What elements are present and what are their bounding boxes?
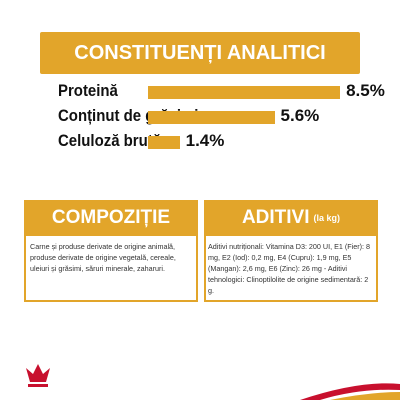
nutrient-bar xyxy=(148,111,275,124)
nutrient-name: Celuloză brută xyxy=(58,131,162,150)
nutrient-value: 1.4% xyxy=(185,131,225,150)
nutrient-bar xyxy=(148,86,341,99)
additives-header: ADITIVI (la kg) xyxy=(204,200,378,236)
brand-footer xyxy=(26,364,400,400)
additives-unit: (la kg) xyxy=(313,213,341,223)
nutrient-value: 8.5% xyxy=(346,81,385,100)
additives-text: Aditivi nutriționali: Vitamina D3: 200 U… xyxy=(208,242,371,295)
nutrient-bar xyxy=(148,136,180,149)
additives-frame xyxy=(204,200,378,302)
nutrient-value: 5.6% xyxy=(280,106,320,125)
nutrient-name: Proteină xyxy=(58,81,118,100)
crown-base xyxy=(28,384,48,387)
composition-frame xyxy=(24,200,198,302)
analytics-title: CONSTITUENȚI ANALITICI xyxy=(40,32,360,74)
stripe-yellow xyxy=(330,392,400,400)
crown-logo xyxy=(26,364,50,382)
additives-title: ADITIVI xyxy=(241,207,310,228)
stripe-red xyxy=(300,383,400,400)
composition-title: COMPOZIȚIE xyxy=(24,200,198,236)
composition-text: Carne și produse derivate de origine ani… xyxy=(30,242,176,273)
